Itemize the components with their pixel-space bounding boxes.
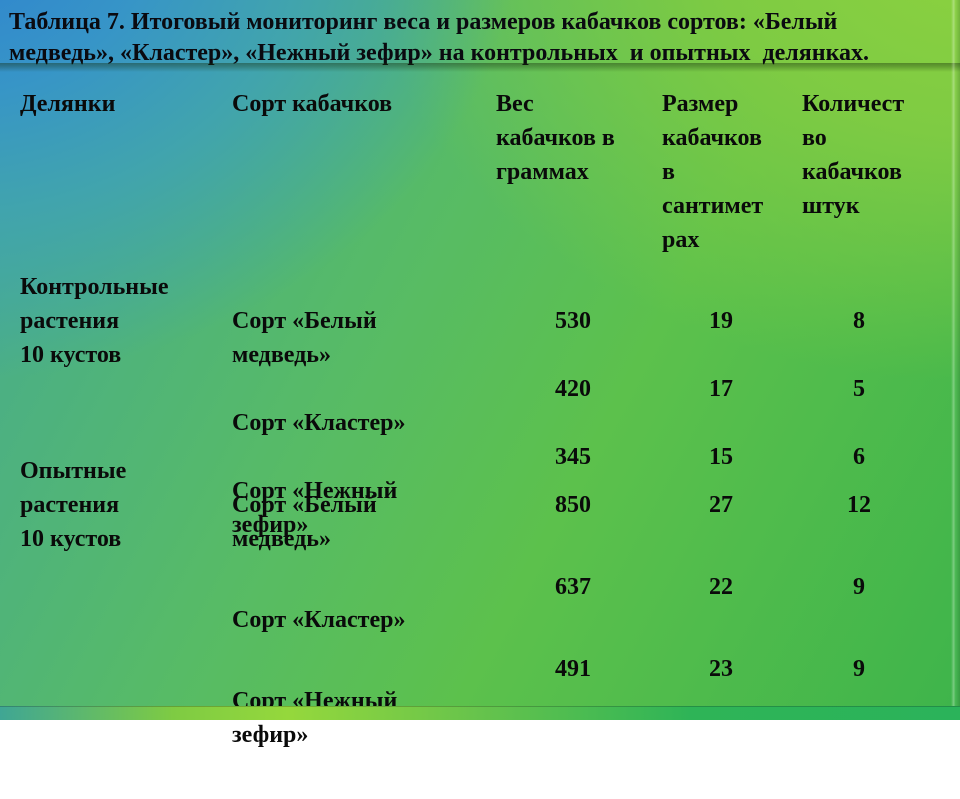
count-value: 5: [853, 376, 865, 402]
variety-cell: Сорт «Белый медведь» Сорт «Кластер» Сорт…: [232, 454, 488, 799]
size-value: 23: [709, 656, 733, 682]
size-value: 15: [709, 444, 733, 470]
weight-cell: 530 420 345: [488, 270, 658, 576]
plot-cell: Опытные растения 10 кустов: [20, 458, 127, 552]
size-value: 17: [709, 376, 733, 402]
size-value: 27: [709, 492, 733, 518]
table-row-experimental: Опытные растения 10 кустов Сорт «Белый м…: [0, 454, 960, 799]
presentation-slide: Таблица 7. Итоговый мониторинг веса и ра…: [0, 0, 960, 748]
count-value: 12: [847, 492, 871, 518]
column-header-size: Размер кабачков в сантимет рах: [662, 91, 764, 253]
variety-item: Сорт «Нежный зефир»: [232, 478, 398, 538]
slide-right-edge-strip: [951, 0, 960, 720]
weight-value: 345: [555, 444, 591, 470]
column-header-variety: Сорт кабачков: [232, 91, 393, 117]
weight-value: 420: [555, 376, 591, 402]
size-value: 19: [709, 308, 733, 334]
weight-value: 637: [555, 574, 591, 600]
count-value: 8: [853, 308, 865, 334]
slide-title: Таблица 7. Итоговый мониторинг веса и ра…: [9, 9, 870, 66]
size-value: 22: [709, 574, 733, 600]
count-cell: 8 5 6: [800, 270, 960, 576]
weight-cell: 850 637 491: [488, 454, 658, 799]
weight-value: 530: [555, 308, 591, 334]
variety-item: Сорт «Кластер»: [232, 410, 406, 436]
weight-value: 850: [555, 492, 591, 518]
column-header-count: Количест во кабачков штук: [802, 91, 905, 219]
count-value: 6: [853, 444, 865, 470]
variety-item: Сорт «Белый медведь»: [232, 492, 377, 552]
plot-cell: Контрольные растения 10 кустов: [20, 274, 169, 368]
slide-bottom-edge-strip: [0, 706, 960, 720]
table-top-shadow-line: [0, 63, 960, 72]
table-header-row: Делянки Сорт кабачков Вес кабачков в гра…: [0, 87, 960, 257]
variety-cell: Сорт «Белый медведь» Сорт «Кластер» Сорт…: [232, 270, 488, 576]
count-value: 9: [853, 574, 865, 600]
variety-item: Сорт «Белый медведь»: [232, 308, 377, 368]
column-header-weight: Вес кабачков в граммах: [496, 91, 615, 185]
count-value: 9: [853, 656, 865, 682]
variety-item: Сорт «Кластер»: [232, 607, 406, 633]
weight-value: 491: [555, 656, 591, 682]
count-cell: 12 9 9: [800, 454, 960, 799]
column-header-plots: Делянки: [20, 91, 116, 117]
size-cell: 19 17 15: [658, 270, 800, 576]
size-cell: 27 22 23: [658, 454, 800, 799]
table-row-control: Контрольные растения 10 кустов Сорт «Бел…: [0, 270, 960, 576]
